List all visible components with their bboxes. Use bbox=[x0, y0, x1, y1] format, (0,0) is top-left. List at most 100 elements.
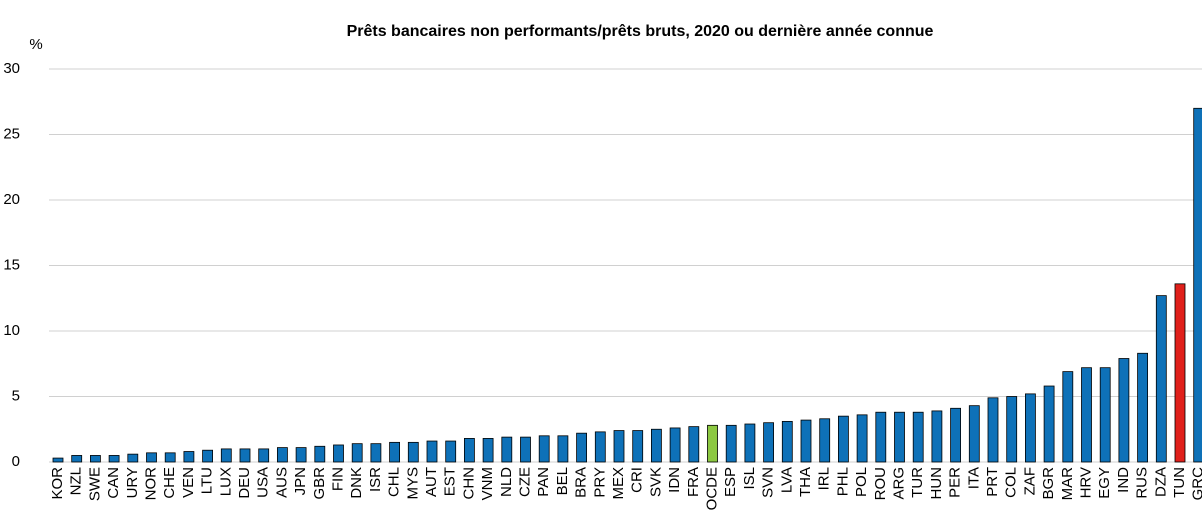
x-tick-label: EST bbox=[442, 467, 459, 496]
y-tick-label: 25 bbox=[3, 125, 20, 142]
x-tick-label: GRC bbox=[1190, 467, 1202, 501]
x-tick-label: LVA bbox=[778, 467, 795, 493]
x-tick-label: CHL bbox=[386, 467, 403, 497]
bar bbox=[931, 410, 943, 463]
x-tick-label: SWE bbox=[86, 467, 103, 501]
y-tick-label: 30 bbox=[3, 60, 20, 77]
x-tick-label: POL bbox=[853, 467, 870, 497]
x-tick-label: FRA bbox=[685, 467, 702, 497]
x-tick-label: ISL bbox=[741, 467, 758, 490]
bar bbox=[220, 448, 232, 463]
bar bbox=[127, 453, 139, 463]
bar bbox=[688, 426, 700, 463]
x-tick-label: ISR bbox=[367, 467, 384, 492]
x-tick-label: IRL bbox=[816, 467, 833, 490]
bar bbox=[1043, 385, 1055, 463]
x-tick-label: HRV bbox=[1077, 467, 1094, 498]
x-tick-label: PHL bbox=[834, 467, 851, 496]
bar bbox=[838, 415, 849, 463]
x-tick-label: BGR bbox=[1040, 467, 1057, 500]
bar bbox=[1118, 358, 1130, 463]
bar bbox=[108, 455, 120, 463]
y-unit: % bbox=[29, 36, 42, 53]
x-tick-label: MEX bbox=[610, 467, 627, 500]
x-tick-label: MYS bbox=[404, 467, 421, 500]
bar bbox=[370, 443, 382, 463]
bar bbox=[463, 438, 475, 463]
bar bbox=[651, 428, 662, 463]
bar bbox=[725, 424, 737, 463]
x-tick-label: FIN bbox=[329, 467, 346, 491]
x-tick-label: CRI bbox=[629, 467, 646, 493]
bar bbox=[351, 443, 363, 463]
bar bbox=[1174, 283, 1186, 463]
bar bbox=[912, 411, 924, 463]
bar bbox=[968, 405, 980, 463]
x-tick-label: EGY bbox=[1096, 467, 1113, 499]
x-tick-label: VNM bbox=[479, 467, 496, 500]
x-tick-label: OCDE bbox=[703, 467, 720, 510]
x-tick-label: DZA bbox=[1152, 467, 1169, 497]
bar bbox=[183, 451, 195, 463]
bar bbox=[426, 440, 438, 463]
x-tick-label: RUS bbox=[1134, 467, 1151, 499]
x-tick-label: URY bbox=[124, 467, 141, 498]
y-tick-label: 5 bbox=[12, 387, 20, 404]
bar bbox=[1099, 367, 1111, 463]
bar bbox=[90, 455, 101, 463]
bar bbox=[520, 436, 531, 463]
bar bbox=[1193, 107, 1202, 463]
bar bbox=[295, 447, 307, 463]
x-tick-label: LTU bbox=[199, 467, 216, 494]
x-tick-label: PRY bbox=[591, 467, 608, 498]
bar bbox=[538, 435, 550, 463]
x-tick-label: PER bbox=[947, 467, 964, 498]
x-tick-label: BEL bbox=[554, 467, 571, 495]
x-tick-label: DEU bbox=[236, 467, 253, 499]
bar bbox=[202, 449, 214, 463]
x-tick-label: NZL bbox=[68, 467, 85, 495]
x-tick-label: CHE bbox=[161, 467, 178, 499]
bar bbox=[781, 420, 793, 463]
bar bbox=[445, 440, 457, 463]
bar bbox=[800, 419, 812, 463]
x-tick-label: DNK bbox=[348, 467, 365, 499]
x-tick-label: GBR bbox=[311, 467, 328, 500]
x-tick-label: LUX bbox=[217, 467, 234, 496]
x-tick-label: THA bbox=[797, 467, 814, 497]
x-tick-label: JPN bbox=[292, 467, 309, 495]
bar bbox=[239, 448, 251, 463]
x-tick-label: TUN bbox=[1171, 467, 1188, 498]
y-tick-label: 0 bbox=[12, 453, 20, 470]
x-tick-label: SVK bbox=[647, 467, 664, 497]
bar bbox=[164, 452, 176, 463]
x-tick-label: MAR bbox=[1059, 467, 1076, 501]
x-tick-label: ITA bbox=[965, 467, 982, 489]
bar bbox=[1025, 393, 1036, 463]
bar bbox=[71, 455, 83, 463]
bar bbox=[52, 457, 64, 463]
x-tick-label: COL bbox=[1003, 467, 1020, 498]
bar bbox=[707, 424, 718, 463]
y-tick-label: 10 bbox=[3, 322, 20, 339]
bar bbox=[669, 427, 681, 463]
bar bbox=[258, 448, 270, 463]
x-tick-label: IND bbox=[1115, 467, 1132, 493]
bar bbox=[557, 435, 569, 463]
bar bbox=[594, 431, 606, 463]
bar bbox=[501, 436, 513, 463]
x-tick-label: HUN bbox=[928, 467, 945, 500]
x-tick-label: SVN bbox=[760, 467, 777, 498]
bar bbox=[856, 414, 868, 463]
x-tick-label: AUT bbox=[423, 467, 440, 497]
x-tick-label: ESP bbox=[722, 467, 739, 497]
bar bbox=[333, 444, 344, 463]
x-tick-label: BRA bbox=[573, 467, 590, 498]
x-tick-label: ARG bbox=[890, 467, 907, 500]
bar bbox=[950, 407, 961, 463]
x-tick-label: IDN bbox=[666, 467, 683, 493]
bar bbox=[763, 422, 774, 463]
bar bbox=[1137, 352, 1148, 463]
x-tick-label: ROU bbox=[872, 467, 889, 500]
